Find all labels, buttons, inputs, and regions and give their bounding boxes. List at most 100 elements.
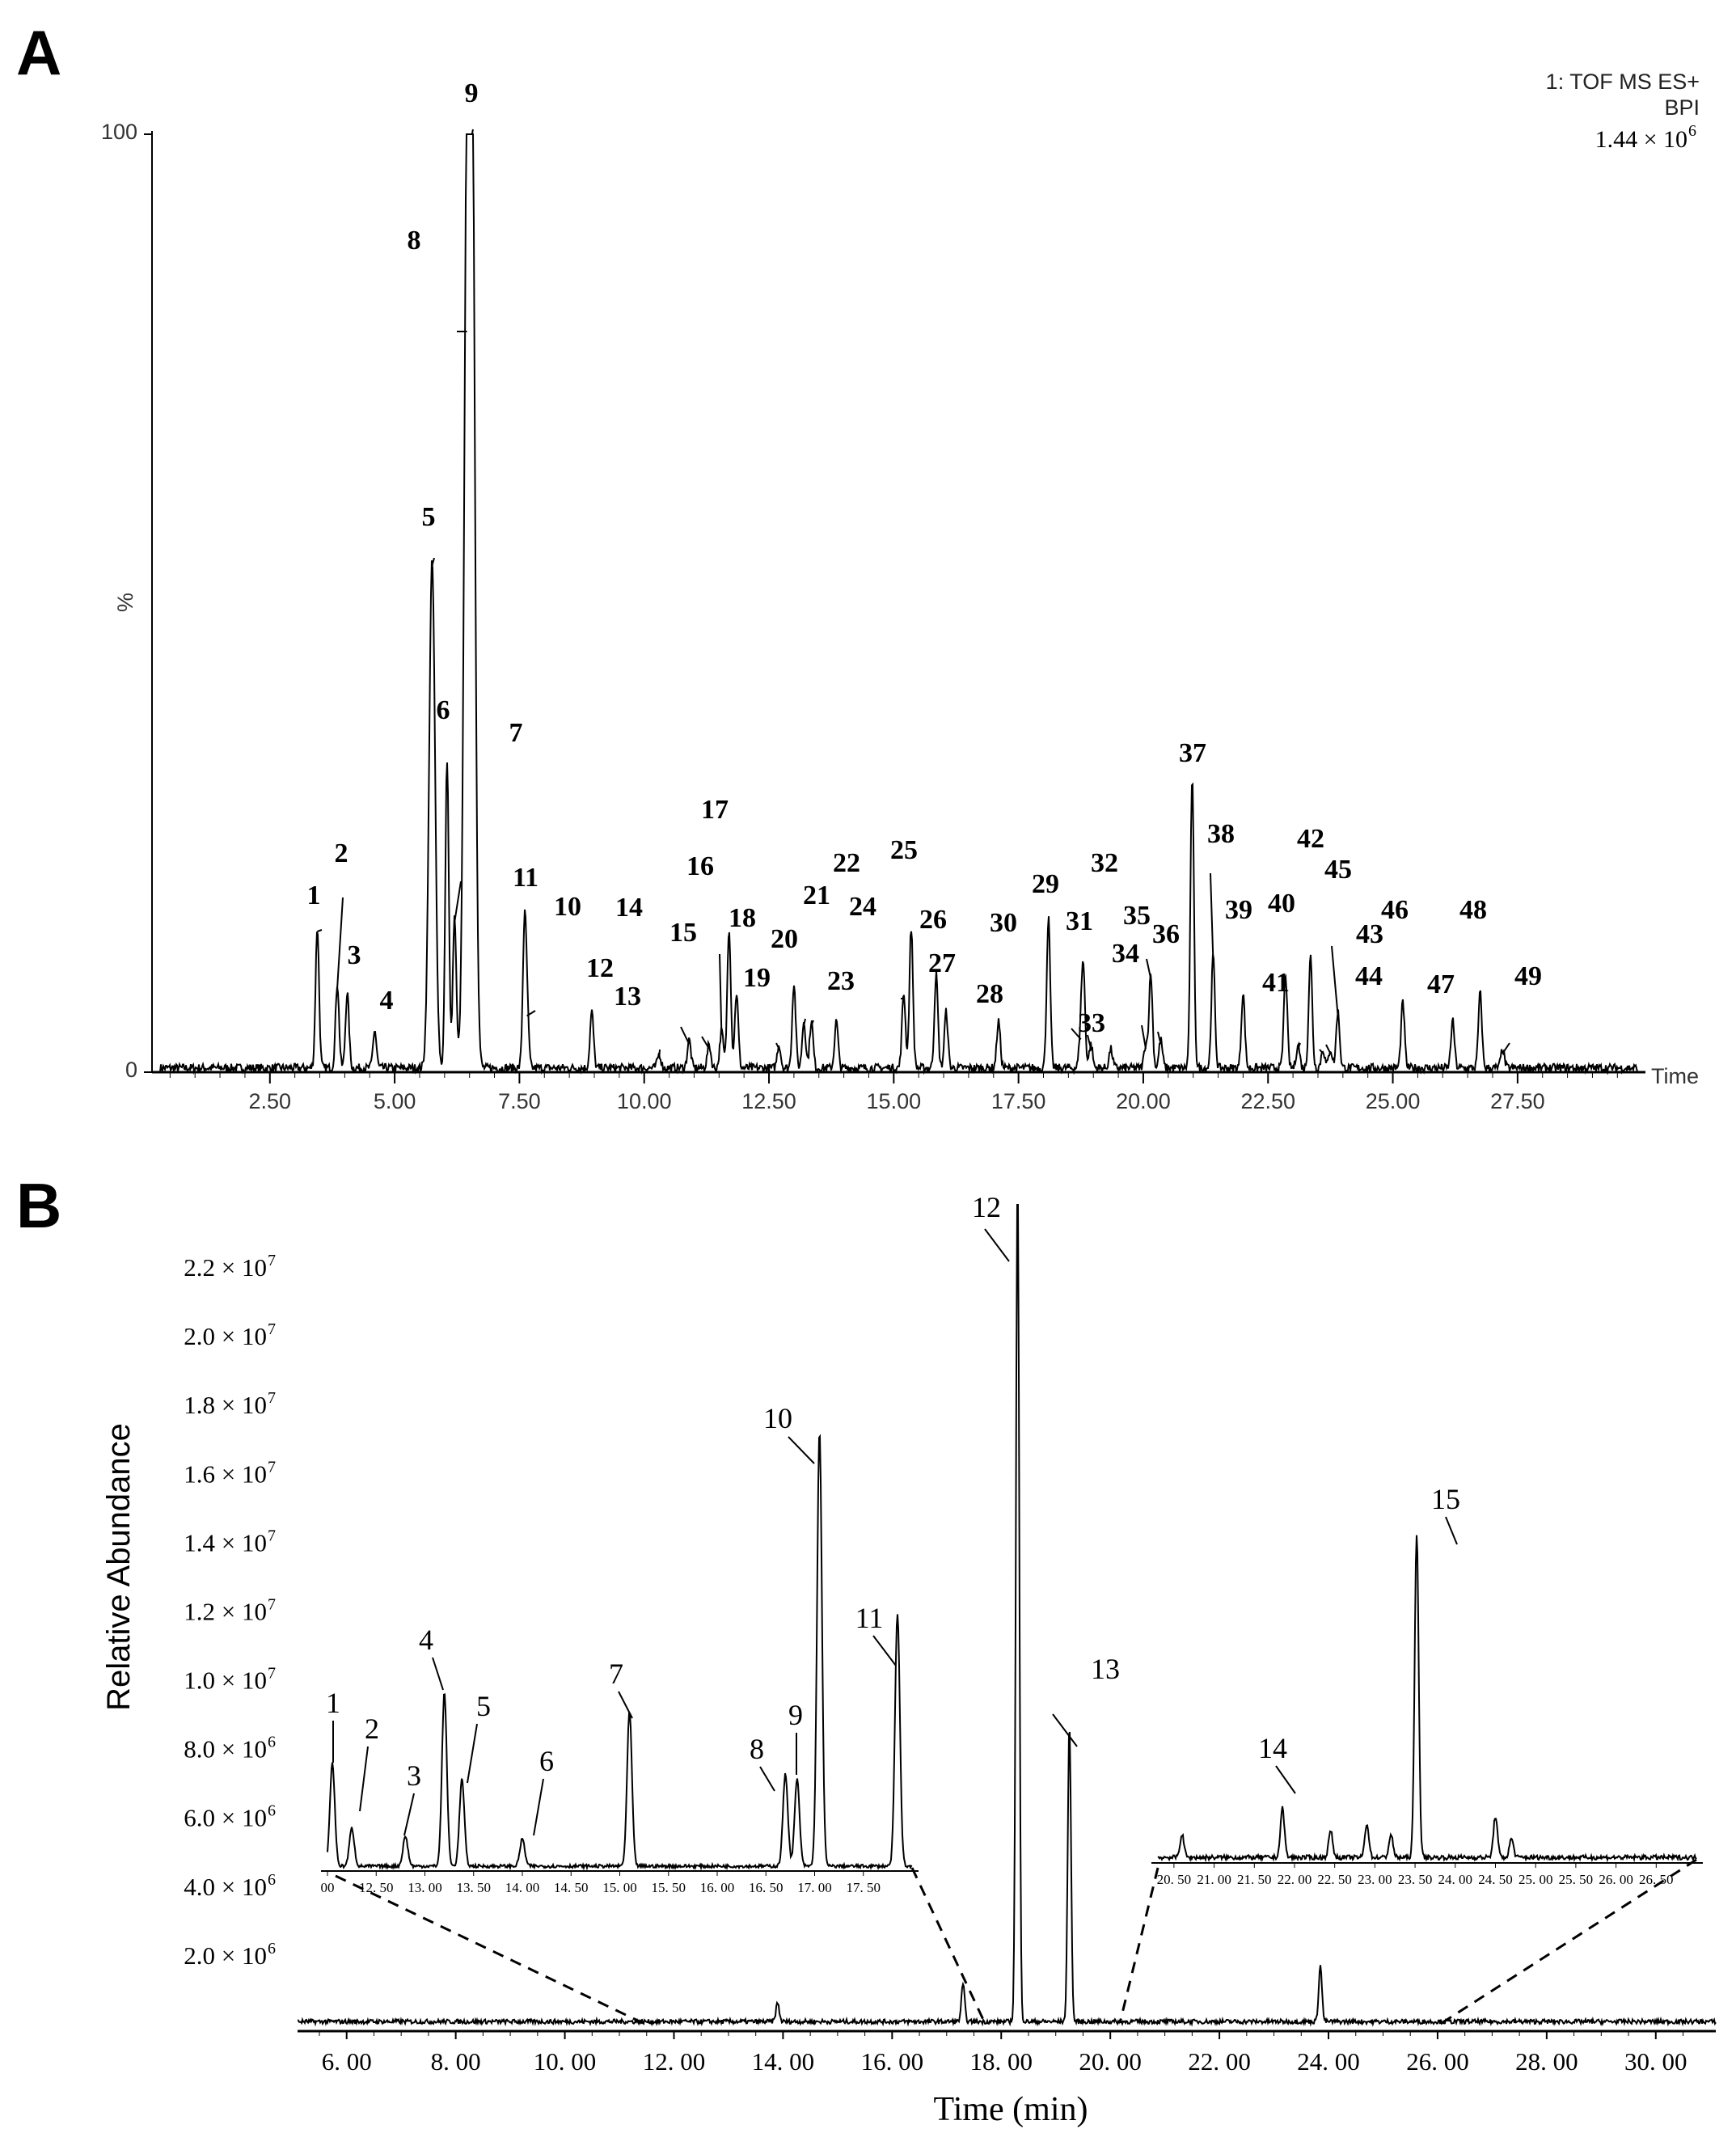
panel-b-inset-left-peak-label-1: 1 — [326, 1687, 340, 1719]
panel-b-y-tick-exponent: 7 — [268, 1252, 276, 1269]
panel-b-y-tick-exponent: 6 — [268, 1871, 276, 1889]
panel-a-letter: A — [16, 17, 61, 88]
panel-b-inset-left-peak-label-4: 4 — [419, 1624, 433, 1656]
panel-a-trace — [159, 133, 1638, 1075]
panel-b-y-tick-label: 2.0 × 10 — [184, 1941, 267, 1970]
panel-b-x-title: Time (min) — [934, 2091, 1088, 2128]
panel-a-leader-line — [1146, 958, 1152, 979]
panel-a-peak-label-25: 25 — [890, 835, 918, 865]
panel-b-x-tick-label: 20. 00 — [1079, 2047, 1142, 2076]
panel-b-inset-left-leader-line — [432, 1657, 444, 1691]
panel-b-inset-left-leader-line — [403, 1793, 415, 1836]
panel-b-chromatogram: B Relative Abundance Time (min) 2.2 × 10… — [16, 1170, 1717, 2128]
panel-b-y-tick-label: 8.0 × 10 — [184, 1735, 267, 1763]
panel-a-y-unit: % — [113, 593, 137, 612]
panel-b-inset-right-x-tick-label: 21. 00 — [1197, 1872, 1231, 1887]
panel-b-inset-left-peak-label-2: 2 — [365, 1713, 379, 1745]
panel-b-inset-right-x-tick-label: 22. 50 — [1317, 1872, 1352, 1887]
panel-a-header-ms-mode: 1: TOF MS ES+ — [1546, 70, 1700, 94]
panel-b-x-tick-label: 10. 00 — [534, 2047, 597, 2076]
panel-a-leader-line — [1502, 1042, 1510, 1054]
panel-a-header-scale-exponent: 6 — [1688, 122, 1696, 140]
panel-b-x-tick-label: 12. 00 — [643, 2047, 706, 2076]
panel-a-peak-label-42: 42 — [1297, 824, 1324, 854]
panel-a-x-tick-label: 22.50 — [1240, 1089, 1295, 1113]
panel-b-inset-right-x-tick-label: 26. 00 — [1599, 1872, 1633, 1887]
panel-b-y-tick-label: 1.0 × 10 — [184, 1666, 267, 1695]
panel-b-y-tick-exponent: 7 — [268, 1527, 276, 1544]
panel-b-inset-left-trace — [327, 1434, 913, 1871]
panel-b-inset-left-leader-line — [759, 1766, 775, 1792]
panel-a-peak-label-47: 47 — [1427, 969, 1455, 999]
panel-a-x-tick-label: 27.50 — [1490, 1089, 1545, 1113]
panel-b-inset-right-x-tick-label: 22. 00 — [1278, 1872, 1312, 1887]
panel-b-inset-left-x-tick-label: 12. 50 — [359, 1880, 394, 1895]
panel-a-peak-label-29: 29 — [1032, 869, 1059, 899]
panel-a-leader-line — [1297, 1042, 1301, 1050]
panel-b-y-tick-exponent: 7 — [268, 1389, 276, 1407]
panel-a-peak-label-39: 39 — [1225, 895, 1252, 925]
panel-a-peak-label-44: 44 — [1355, 961, 1383, 991]
panel-b-inset-right-x-tick-label: 24. 50 — [1478, 1872, 1513, 1887]
panel-b-inset-right-x-tick-label: 23. 50 — [1398, 1872, 1433, 1887]
panel-a-leader-line — [701, 1036, 710, 1050]
panel-b-x-tick-label: 24. 00 — [1297, 2047, 1360, 2076]
panel-b-inset-left-x-tick-label: 13. 00 — [408, 1880, 442, 1895]
panel-b-inset-left-leader-line — [618, 1691, 633, 1719]
panel-b-inset-left-peak-label-5: 5 — [476, 1690, 491, 1722]
panel-b-y-tick-exponent: 7 — [268, 1665, 276, 1683]
panel-b-y-tick-label: 1.2 × 10 — [184, 1597, 267, 1625]
panel-a-x-tick-label: 25.00 — [1366, 1089, 1421, 1113]
panel-b-inset-right-leader-line — [1275, 1765, 1296, 1794]
panel-b-plot-area: 2.2 × 10 72.0 × 10 71.8 × 10 71.6 × 10 71.4 … — [184, 1191, 1717, 2076]
panel-b-inset-right-x-tick-label: 26. 50 — [1639, 1872, 1674, 1887]
panel-a-leader-line — [471, 129, 474, 135]
panel-b-x-tick-label: 26. 00 — [1406, 2047, 1469, 2076]
panel-a-leader-line — [317, 929, 323, 932]
panel-b-inset-left-leader-line — [533, 1778, 544, 1836]
panel-b-y-tick-exponent: 7 — [268, 1458, 276, 1476]
panel-b-inset-left-leader-line — [788, 1436, 815, 1464]
panel-b-y-tick-exponent: 6 — [268, 1940, 276, 1958]
panel-a-peak-label-1: 1 — [307, 881, 321, 910]
panel-a-peak-label-23: 23 — [827, 966, 855, 996]
panel-b-inset-left-peak-label-8: 8 — [750, 1733, 764, 1765]
panel-a-leader-line — [526, 1010, 536, 1017]
panel-b-inset-right: 20. 50 21. 00 21. 50 22. 00 22. 50 23. 00 23. … — [1118, 1483, 1703, 2025]
panel-a-peak-label-26: 26 — [919, 905, 947, 935]
panel-a-x-tick-label: 20.00 — [1116, 1089, 1171, 1113]
panel-b-inset-left-x-tick-label: 17. 50 — [847, 1880, 881, 1895]
panel-a-leader-line — [431, 557, 435, 566]
panel-a-peak-label-24: 24 — [849, 892, 876, 922]
panel-a-leader-line — [810, 1020, 814, 1026]
panel-a-peak-label-14: 14 — [615, 893, 643, 923]
panel-a-leader-line — [454, 881, 462, 923]
panel-a-peak-label-46: 46 — [1381, 895, 1409, 925]
panel-a-leader-line — [1210, 872, 1214, 960]
panel-b-x-tick-label: 8. 00 — [431, 2047, 481, 2076]
panel-b-x-tick-label: 16. 00 — [861, 2047, 924, 2076]
panel-b-x-tick-label: 6. 00 — [322, 2047, 372, 2076]
panel-a-y-tick-max: 100 — [101, 120, 137, 144]
panel-a-x-tick-label: 17.50 — [991, 1089, 1046, 1113]
panel-a-peak-label-41: 41 — [1262, 968, 1290, 998]
panel-a-leader-line — [803, 1018, 806, 1026]
panel-a-peak-label-30: 30 — [990, 908, 1017, 938]
panel-b-x-tick-label: 22. 00 — [1188, 2047, 1251, 2076]
panel-b-inset-right-zoom-line — [1118, 1867, 1159, 2024]
panel-a-peak-label-49: 49 — [1514, 961, 1542, 991]
panel-a-leader-line — [775, 1042, 780, 1050]
panel-b-inset-right-x-tick-label: 23. 00 — [1358, 1872, 1392, 1887]
panel-b-inset-left-x-tick-label: 17. 00 — [797, 1880, 832, 1895]
panel-a-peak-label-22: 22 — [833, 848, 860, 878]
panel-a-leader-line — [680, 1026, 691, 1045]
panel-a-peak-label-6: 6 — [437, 695, 450, 725]
panel-b-x-tick-label: 28. 00 — [1515, 2047, 1578, 2076]
panel-a-peak-label-40: 40 — [1268, 889, 1295, 919]
panel-a-peak-label-28: 28 — [976, 979, 1003, 1009]
panel-b-inset-left: 00 12. 50 13. 00 13. 50 14. 00 14. 50 15. 00 15… — [321, 1402, 986, 2025]
panel-a-header-bpi: BPI — [1664, 95, 1700, 120]
panel-b-inset-left-peak-label-10: 10 — [763, 1402, 792, 1434]
panel-b-y-tick-label: 1.6 × 10 — [184, 1459, 267, 1488]
panel-b-x-tick-label: 14. 00 — [752, 2047, 815, 2076]
